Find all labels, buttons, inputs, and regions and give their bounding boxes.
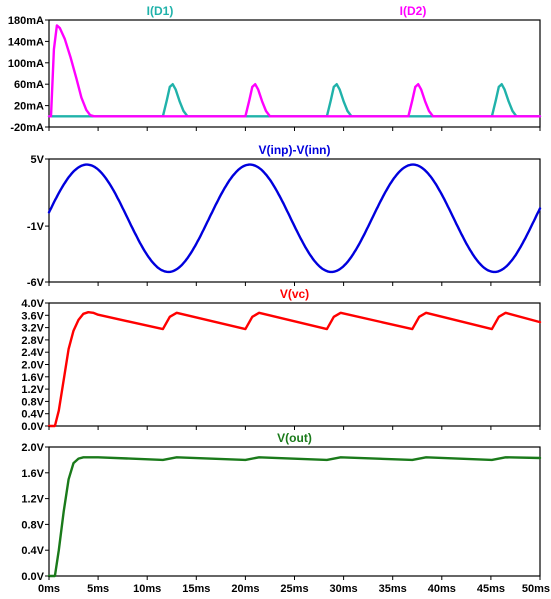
y-tick-label: 0.0V (21, 571, 44, 583)
series-trace-v-inp-v-inn- (47, 163, 542, 274)
x-tick-label: 0ms (38, 583, 60, 595)
y-tick-label: 2.8V (21, 335, 44, 347)
x-tick-label: 25ms (280, 583, 308, 595)
y-tick-label: 0.4V (21, 545, 44, 557)
y-tick-label: 1.2V (21, 494, 44, 506)
x-tick-label: 5ms (87, 583, 109, 595)
y-tick-label: 1.2V (21, 384, 44, 396)
x-tick-label: 15ms (182, 583, 210, 595)
y-tick-label: -1V (27, 221, 45, 233)
y-tick-label: 2.4V (21, 347, 44, 359)
x-tick-label: 45ms (477, 583, 505, 595)
series-legend-label: I(D2) (400, 4, 427, 18)
y-tick-label: 3.2V (21, 323, 44, 335)
plot-pane-0 (48, 19, 541, 128)
y-tick-label: -6V (27, 277, 45, 289)
y-tick-label: 2.0V (21, 442, 44, 454)
y-tick-label: 1.6V (21, 468, 44, 480)
y-tick-label: -20mA (10, 122, 44, 134)
series-trace-v-out- (47, 456, 542, 578)
series-legend-label: V(out) (277, 431, 312, 445)
y-tick-label: 2.0V (21, 360, 44, 372)
x-tick-label: 40ms (428, 583, 456, 595)
series-legend-label: V(vc) (280, 287, 309, 301)
series-trace-v-vc- (47, 311, 542, 428)
y-tick-label: 1.6V (21, 372, 44, 384)
y-tick-label: 0.0V (21, 421, 44, 433)
series-legend-label: V(inp)-V(inn) (259, 143, 331, 157)
y-tick-label: 140mA (8, 36, 44, 48)
y-tick-label: 3.6V (21, 310, 44, 322)
series-trace-i-d2- (47, 24, 542, 118)
y-tick-label: 5V (31, 154, 45, 166)
x-tick-label: 50ms (522, 583, 550, 595)
y-tick-label: 0.4V (21, 409, 44, 421)
x-tick-label: 20ms (231, 583, 259, 595)
x-tick-label: 35ms (379, 583, 407, 595)
x-tick-label: 10ms (133, 583, 161, 595)
series-legend-label: I(D1) (147, 4, 174, 18)
y-tick-label: 60mA (14, 79, 44, 91)
plot-pane-1 (48, 158, 541, 283)
x-tick-label: 30ms (330, 583, 358, 595)
y-tick-label: 0.8V (21, 396, 44, 408)
y-tick-label: 180mA (8, 15, 44, 27)
y-tick-label: 4.0V (21, 298, 44, 310)
y-tick-label: 0.8V (21, 519, 44, 531)
plot-pane-3 (48, 446, 541, 577)
y-tick-label: 100mA (8, 58, 44, 70)
y-tick-label: 20mA (14, 101, 44, 113)
series-trace-i-d1- (47, 82, 542, 118)
